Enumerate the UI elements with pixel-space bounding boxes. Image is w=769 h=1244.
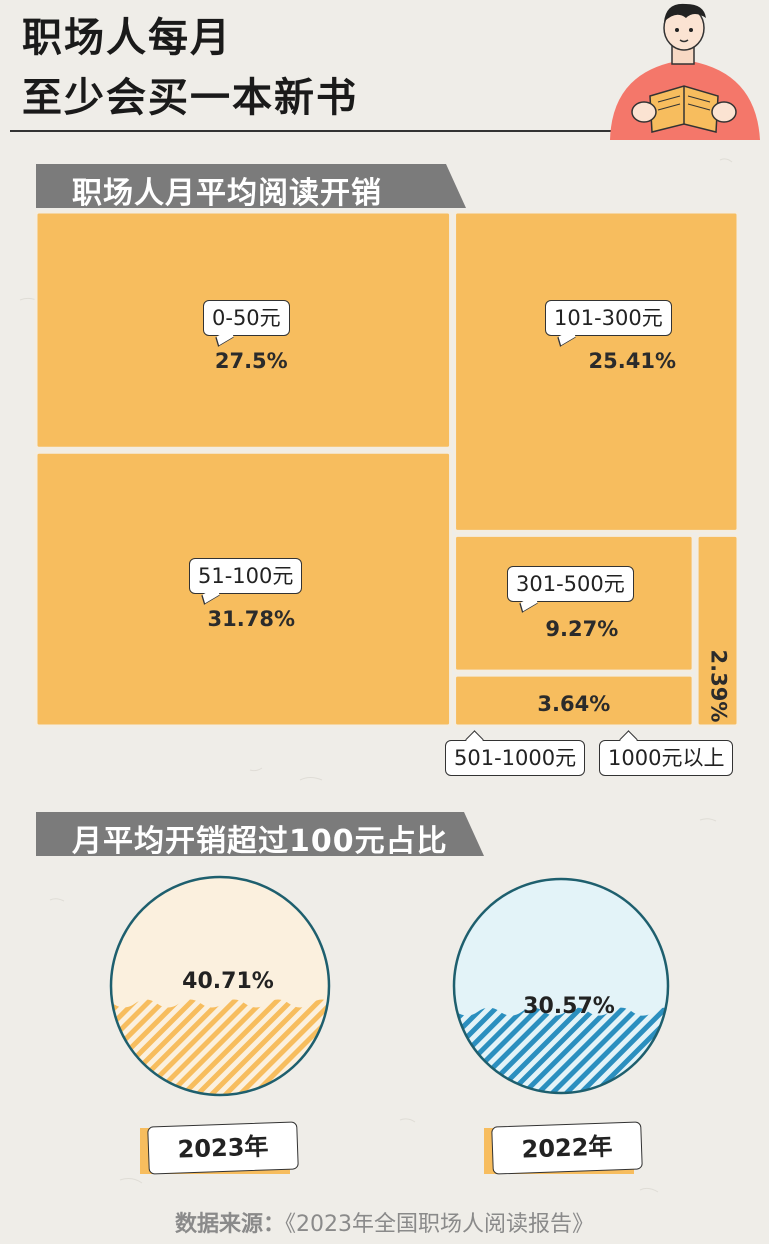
- gauge-outline-1: [452, 877, 670, 1095]
- source-text: 《2023年全国职场人阅读报告》: [285, 1212, 594, 1237]
- gauge-pct-1: 30.57%: [523, 994, 615, 1019]
- cell-501-1000: [453, 673, 695, 728]
- category-label-1000-plus: 1000元以上: [599, 740, 734, 776]
- section1-heading: 职场人月平均阅读开销: [72, 176, 382, 211]
- data-source: 数据来源：《2023年全国职场人阅读报告》: [0, 1206, 769, 1238]
- cell-1000-plus: [695, 533, 740, 728]
- pct-label-1: 31.78%: [208, 607, 295, 631]
- section2-heading: 月平均开销超过100元占比: [72, 824, 448, 859]
- cell-101-300: [453, 210, 740, 533]
- year-label-2023: 2023年: [140, 1121, 299, 1175]
- category-label-301-500: 301-500元: [507, 566, 634, 602]
- category-label-0-50: 0-50元: [203, 300, 290, 336]
- page-title-line1: 职场人每月: [22, 15, 232, 61]
- gauge-outline-0: [109, 875, 331, 1097]
- title-divider: [10, 130, 614, 132]
- source-label: 数据来源：: [174, 1212, 285, 1237]
- gauge-pct-0: 40.71%: [182, 969, 274, 994]
- cell-301-500: [453, 533, 695, 673]
- pct-label-4: 3.64%: [537, 692, 610, 716]
- year-label-2023-text: 2023年: [147, 1121, 299, 1175]
- pct-label-2: 25.41%: [589, 349, 676, 373]
- section2-banner: 月平均开销超过100元占比: [36, 812, 484, 859]
- page-title-line2: 至少会买一本新书: [22, 75, 358, 121]
- banner-shape-2: [36, 812, 484, 856]
- treemap-chart: 27.5% 31.78% 25.41% 9.27% 3.64% 2.39%: [34, 210, 740, 728]
- section1-banner: 职场人月平均阅读开销: [36, 164, 466, 211]
- gauge-fill-0: [111, 999, 329, 1095]
- year-label-2022: 2022年: [484, 1121, 643, 1175]
- pct-label-5: 2.39%: [707, 650, 731, 723]
- pct-label-0: 27.5%: [215, 349, 288, 373]
- category-label-501-1000: 501-1000元: [445, 740, 586, 776]
- gauge-fill-1: [454, 1007, 668, 1093]
- pct-label-3: 9.27%: [545, 617, 618, 641]
- banner-shape: [36, 164, 466, 208]
- person-reading-illustration: [610, 3, 760, 140]
- category-label-51-100: 51-100元: [189, 558, 303, 594]
- circle-gauges: 40.71% 30.57%: [109, 875, 670, 1097]
- category-label-101-300: 101-300元: [545, 300, 672, 336]
- year-label-2022-text: 2022年: [491, 1121, 643, 1175]
